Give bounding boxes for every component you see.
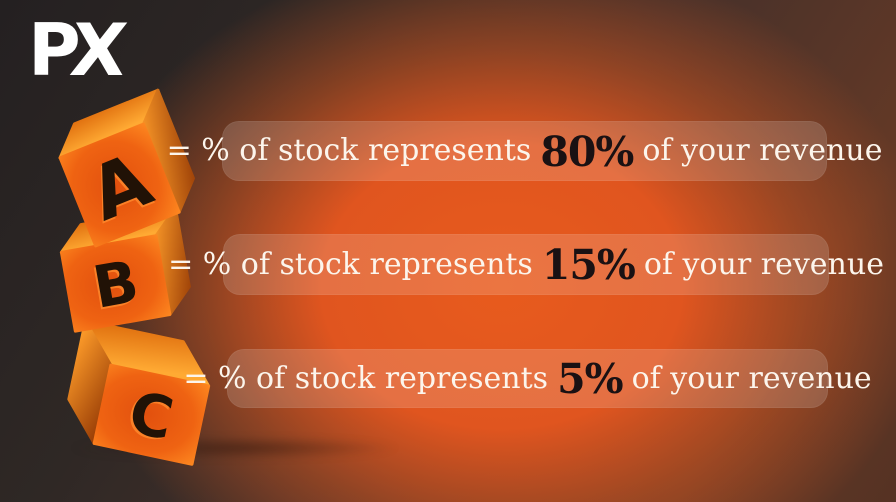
revenue-pill-b: = % of stock represents 15% of your reve…	[168, 234, 884, 295]
cube-c: C C	[67, 319, 211, 466]
pill-b-value: 15%	[541, 241, 636, 289]
cube-a-front-face	[58, 122, 181, 248]
pill-a-prefix: = % of stock represents	[166, 133, 532, 168]
cube-b: B B	[59, 206, 191, 333]
logo: PX	[28, 8, 122, 92]
pill-c-prefix: = % of stock represents	[183, 360, 549, 396]
pill-a-value: 80%	[540, 127, 634, 176]
pill-a-suffix: of your revenue	[642, 133, 883, 168]
revenue-pill-a: = % of stock represents 80% of your reve…	[167, 121, 882, 181]
cube-a: A A	[58, 88, 195, 248]
revenue-pill-c: = % of stock represents 5% of your reven…	[183, 349, 872, 408]
cube-c-front-face	[92, 363, 211, 466]
pill-b-prefix: = % of stock represents	[168, 246, 533, 282]
logo-letter-p: P	[28, 8, 81, 92]
pill-c-value: 5%	[557, 355, 623, 403]
pill-b-suffix: of your revenue	[643, 246, 884, 282]
pill-c-suffix: of your revenue	[631, 360, 872, 396]
cube-b-front-face	[59, 234, 172, 333]
